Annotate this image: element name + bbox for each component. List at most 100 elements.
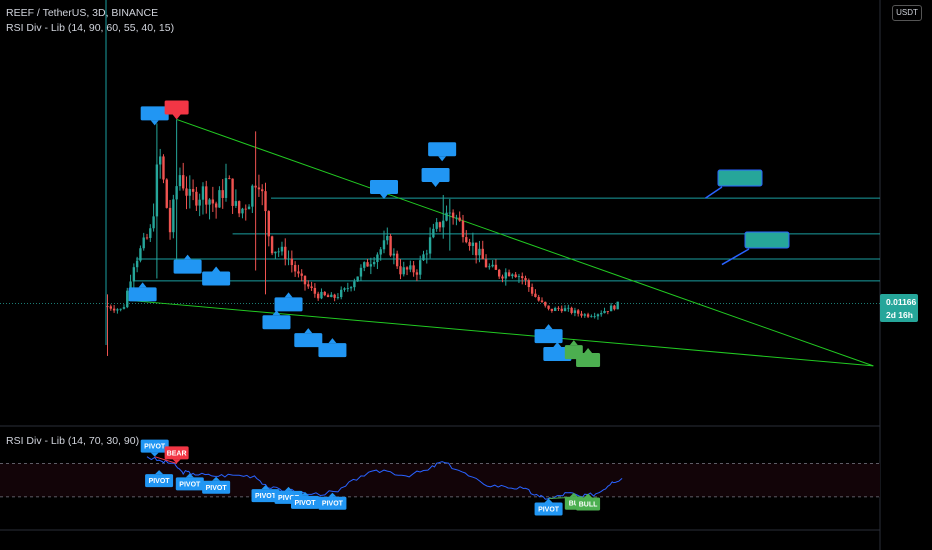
rsi-signal-marker-pivot[interactable]: PIVOT <box>202 476 231 494</box>
candle-body <box>468 242 471 246</box>
candle <box>609 302 613 312</box>
signal-marker-pivot[interactable] <box>369 179 398 199</box>
marker-pointer <box>544 498 553 503</box>
signal-marker-pivot[interactable] <box>421 168 450 188</box>
candle-body <box>112 308 116 311</box>
candle <box>172 194 175 239</box>
level-callout-box[interactable] <box>744 231 790 249</box>
candle <box>106 294 109 356</box>
candle <box>175 119 178 263</box>
level-callout-box[interactable] <box>717 169 763 187</box>
rsi-signal-marker-pivot[interactable]: PIVOT <box>318 492 347 510</box>
marker-pointer <box>584 348 593 354</box>
candle <box>261 184 264 206</box>
candle <box>567 304 570 312</box>
candle-body <box>343 288 346 290</box>
signal-marker-bull[interactable] <box>576 348 601 368</box>
rsi-signal-marker-pivot[interactable]: PIVOT <box>140 439 169 457</box>
candle <box>221 179 224 209</box>
candle <box>557 306 560 311</box>
candle-body <box>544 301 547 306</box>
candle-body <box>537 296 540 301</box>
candle <box>188 175 192 209</box>
candle <box>264 182 267 295</box>
trendline[interactable] <box>176 118 874 367</box>
candle <box>596 313 600 320</box>
candle <box>149 224 152 242</box>
candle <box>494 259 498 270</box>
rsi-signal-marker-pivot[interactable]: PIVOT <box>251 485 280 503</box>
rsi-signal-marker-pivot[interactable]: PIVOT <box>291 491 320 509</box>
rsi-signal-marker-bear[interactable]: BEAR <box>164 446 189 464</box>
candle <box>366 258 369 267</box>
candle-body <box>369 264 373 267</box>
marker-label: BULL <box>579 502 598 509</box>
candle <box>168 199 172 240</box>
signal-marker-pivot[interactable] <box>140 106 169 126</box>
candle-body <box>461 220 465 238</box>
candle <box>458 211 461 222</box>
candle-body <box>274 251 277 254</box>
signal-marker-pivot[interactable] <box>274 292 303 312</box>
signal-marker-pivot[interactable] <box>262 310 291 330</box>
candle-body <box>445 212 448 221</box>
signal-marker-pivot[interactable] <box>294 328 323 348</box>
candle-body <box>504 272 507 279</box>
candle <box>228 175 231 180</box>
candle <box>382 230 386 254</box>
marker-box <box>202 480 231 494</box>
candle <box>524 275 527 286</box>
candle-body <box>330 294 333 298</box>
candle-body <box>284 246 287 260</box>
rsi-signal-marker-pivot[interactable]: PIVOT <box>534 498 563 516</box>
marker-pointer <box>584 493 593 498</box>
candle <box>316 291 320 301</box>
candle <box>182 162 185 191</box>
signal-marker-pivot[interactable] <box>128 282 157 302</box>
candle-body <box>580 313 583 316</box>
candle <box>415 269 419 282</box>
candle <box>537 294 540 302</box>
candle-body <box>415 272 419 275</box>
candle-body <box>224 178 228 198</box>
candle <box>501 274 504 283</box>
rsi-signal-marker-pivot[interactable]: PIVOT <box>145 470 174 488</box>
candle-body <box>201 186 205 200</box>
signal-marker-pivot[interactable] <box>428 142 457 162</box>
signal-marker-bear[interactable] <box>164 100 189 120</box>
marker-box <box>576 353 601 368</box>
candle-body <box>172 199 175 233</box>
candle <box>162 154 165 184</box>
candle-body <box>175 186 178 200</box>
currency-button[interactable]: USDT <box>892 5 922 21</box>
rsi-signal-marker-pivot[interactable]: PIVOT <box>175 473 204 491</box>
marker-label: PIVOT <box>206 485 228 492</box>
candle <box>208 198 211 220</box>
marker-box <box>145 474 174 488</box>
rsi-line[interactable] <box>146 456 623 500</box>
candle-body <box>152 216 155 229</box>
candle-body <box>333 294 336 298</box>
marker-pointer <box>272 310 281 316</box>
signal-marker-pivot[interactable] <box>173 254 202 274</box>
signal-marker-pivot[interactable] <box>318 338 347 358</box>
marker-label: PIVOT <box>538 507 560 514</box>
candle <box>211 186 215 212</box>
candle-body <box>583 314 586 316</box>
candle-body <box>109 306 113 309</box>
rsi-signal-marker-bull[interactable]: BULL <box>576 493 601 511</box>
signal-marker-pivot[interactable] <box>202 266 231 286</box>
candle <box>280 241 284 256</box>
candle <box>270 235 274 256</box>
candle-body <box>524 278 527 281</box>
candle <box>521 272 524 285</box>
last-price-value: 0.01166 <box>886 297 917 307</box>
signal-marker-pivot[interactable] <box>543 342 572 362</box>
candle-body <box>517 276 521 278</box>
candle <box>504 268 507 286</box>
candle <box>419 255 422 280</box>
signal-marker-pivot[interactable] <box>534 324 563 344</box>
trendline[interactable] <box>128 299 874 367</box>
candle <box>287 250 290 266</box>
